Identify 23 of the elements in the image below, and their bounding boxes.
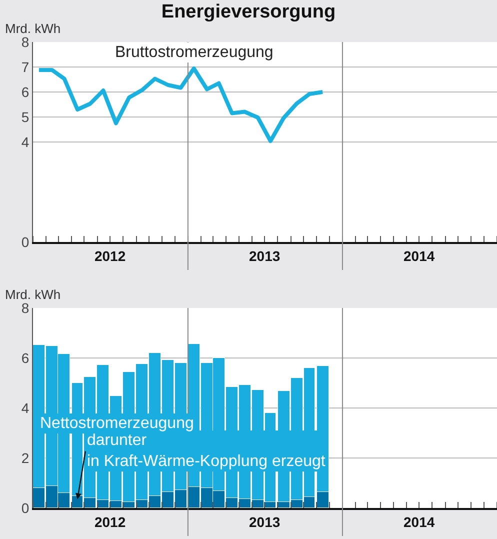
y-axis-title: Mrd. kWh (5, 21, 61, 36)
x-tick-label: 2012 (94, 248, 126, 264)
x-tick-label: 2013 (249, 248, 280, 264)
series-label: Bruttostromerzeugung (115, 44, 274, 61)
x-tick-label: 2014 (404, 514, 435, 530)
y-tick-label: 0 (21, 234, 30, 250)
x-tick-label: 2014 (404, 248, 435, 264)
y-tick-label: 4 (21, 134, 30, 150)
y-tick-label: 5 (21, 108, 30, 125)
y-tick-label: 6 (21, 350, 30, 366)
y-tick-label: 7 (21, 58, 30, 75)
y-tick-label: 8 (21, 300, 30, 316)
chart-title: Energieversorgung (161, 1, 336, 22)
y-axis-title: Mrd. kWh (5, 287, 61, 302)
y-tick-label: 6 (21, 84, 30, 100)
y-tick-label: 2 (21, 450, 30, 466)
y-tick-label: 0 (21, 500, 30, 516)
y-tick-label: 8 (21, 34, 30, 50)
x-tick-label: 2013 (249, 514, 280, 530)
series-label: darunter in Kraft-Wärme-Kopplung erzeugt (87, 432, 326, 470)
series-label: Nettostromerzeugung (40, 415, 194, 432)
y-tick-label: 4 (21, 400, 30, 416)
x-tick-label: 2012 (94, 514, 126, 530)
